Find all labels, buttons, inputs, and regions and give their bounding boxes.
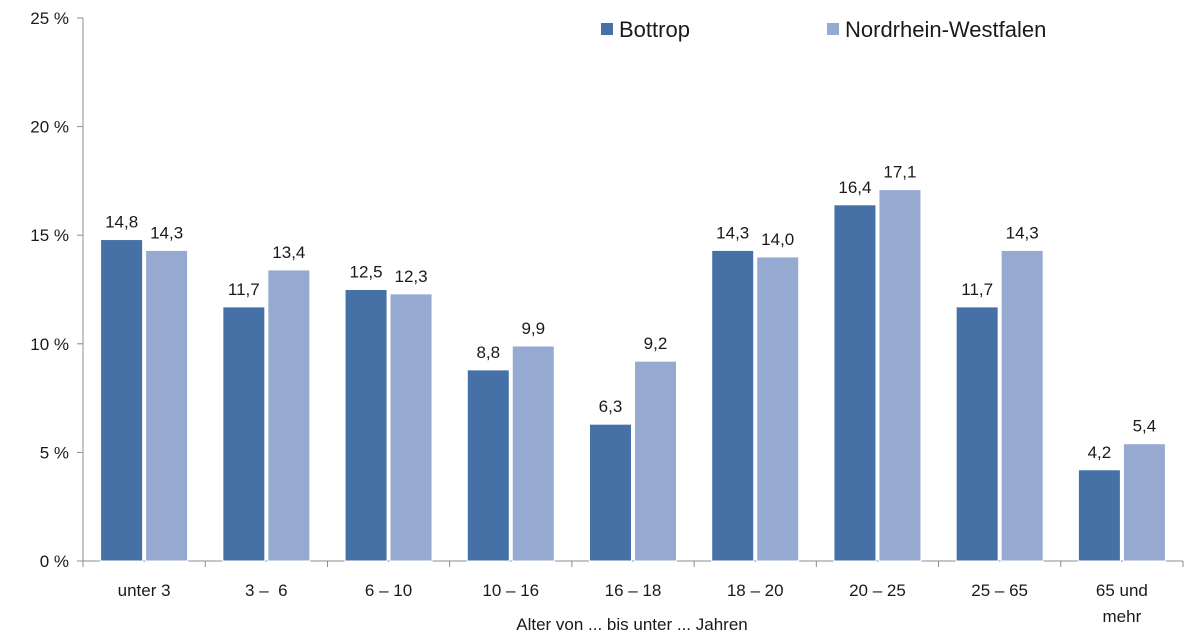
bar-bottrop: [222, 306, 266, 562]
data-label-bottrop: 11,7: [961, 280, 993, 299]
bar-bottrop: [589, 423, 632, 562]
bar-bottrop: [711, 249, 755, 562]
bar-nordrhein-westfalen: [267, 269, 311, 562]
data-label-nordrhein-westfalen: 14,3: [150, 223, 183, 242]
x-category-label: 10 – 16: [482, 581, 539, 600]
x-category-label: 20 – 25: [849, 581, 906, 600]
y-tick-label: 15 %: [30, 226, 69, 245]
bar-nordrhein-westfalen: [756, 256, 800, 562]
bar-nordrhein-westfalen: [1122, 443, 1166, 562]
data-label-bottrop: 14,8: [105, 213, 138, 232]
x-category-label: 3 – 6: [245, 581, 288, 600]
y-axis-ticks: 0 % 5 % 10 % 15 % 20 % 25 %: [30, 9, 83, 571]
legend: Bottrop Nordrhein-Westfalen: [601, 17, 1046, 42]
data-label-bottrop: 14,3: [716, 223, 749, 242]
data-label-nordrhein-westfalen: 5,4: [1133, 417, 1157, 436]
legend-swatch-nrw: [827, 23, 839, 35]
data-label-nordrhein-westfalen: 13,4: [272, 243, 305, 262]
data-label-bottrop: 4,2: [1088, 443, 1112, 462]
data-label-bottrop: 6,3: [599, 397, 623, 416]
legend-swatch-bottrop: [601, 23, 613, 35]
x-category-label: 16 – 18: [605, 581, 662, 600]
data-label-bottrop: 11,7: [228, 280, 260, 299]
bar-bottrop: [955, 306, 999, 562]
y-axis: 0 % 5 % 10 % 15 % 20 % 25 %: [30, 9, 84, 571]
data-label-nordrhein-westfalen: 12,3: [395, 267, 428, 286]
data-labels: 14,8 11,7 12,5 8,8 6,3 14,3 16,4 11,7 4,2 14,3 13,…: [105, 163, 1156, 462]
bar-nordrhein-westfalen: [634, 360, 677, 562]
bar-nordrhein-westfalen: [878, 189, 922, 562]
bar-bottrop: [344, 289, 388, 562]
legend-label-nrw: Nordrhein-Westfalen: [845, 17, 1046, 42]
x-category-label: 6 – 10: [365, 581, 412, 600]
data-label-bottrop: 12,5: [350, 263, 383, 282]
bar-nordrhein-westfalen: [1000, 249, 1044, 562]
y-tick-label: 0 %: [40, 552, 69, 571]
y-tick-label: 20 %: [30, 118, 69, 137]
x-category-label: 25 – 65: [971, 581, 1028, 600]
x-category-label: 18 – 20: [727, 581, 784, 600]
data-label-bottrop: 16,4: [838, 178, 871, 197]
bar-nordrhein-westfalen: [145, 249, 189, 562]
x-axis-category-labels: unter 3 3 – 6 6 – 10 10 – 16 16 – 18 18 – 20 2…: [118, 581, 1148, 626]
data-label-nordrhein-westfalen: 9,2: [644, 334, 668, 353]
data-label-nordrhein-westfalen: 14,3: [1006, 223, 1039, 242]
x-axis-title: Alter von ... bis unter ... Jahren: [516, 615, 748, 634]
bar-nordrhein-westfalen: [389, 293, 433, 562]
bar-bottrop: [1077, 469, 1121, 562]
x-category-label: 65 und mehr: [1096, 581, 1148, 626]
bar-bottrop: [466, 369, 510, 562]
y-tick-label: 25 %: [30, 9, 69, 28]
x-category-label: unter 3: [118, 581, 171, 600]
bar-nordrhein-westfalen: [511, 345, 555, 562]
legend-label-bottrop: Bottrop: [619, 17, 690, 42]
x-axis: unter 3 3 – 6 6 – 10 10 – 16 16 – 18 18 – 20 2…: [82, 560, 1184, 634]
data-label-bottrop: 8,8: [476, 343, 500, 362]
data-label-nordrhein-westfalen: 14,0: [761, 230, 794, 249]
data-label-nordrhein-westfalen: 17,1: [883, 163, 916, 182]
data-label-nordrhein-westfalen: 9,9: [521, 319, 545, 338]
y-tick-label: 10 %: [30, 335, 69, 354]
bar-bottrop: [833, 204, 877, 562]
y-tick-label: 5 %: [40, 443, 69, 462]
bar-bottrop: [100, 239, 144, 562]
bar-series: [100, 189, 1166, 562]
x-axis-ticks: [82, 561, 1184, 567]
